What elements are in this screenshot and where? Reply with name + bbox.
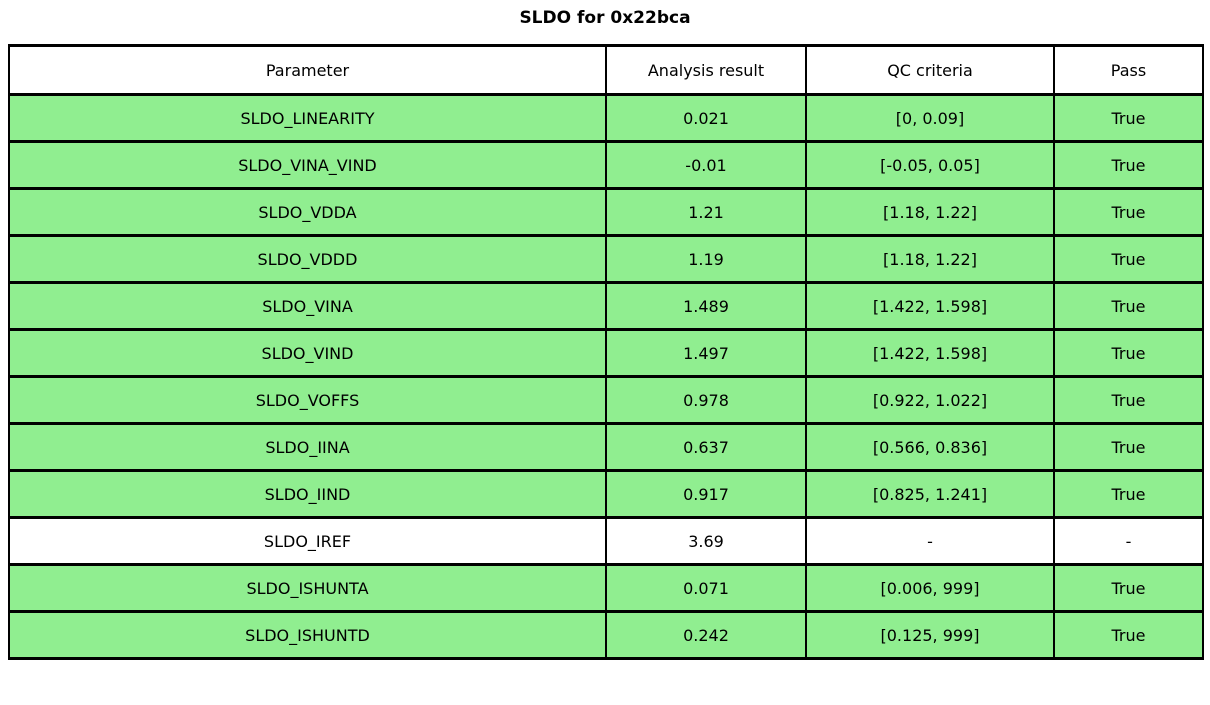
cell-pass: True <box>1053 234 1204 284</box>
cell-pass: True <box>1053 563 1204 613</box>
cell-pass: True <box>1053 187 1204 237</box>
cell-parameter: SLDO_VINA <box>8 281 607 331</box>
cell-parameter: SLDO_VDDD <box>8 234 607 284</box>
col-header-parameter: Parameter <box>8 44 607 96</box>
cell-analysis-result: 1.497 <box>605 328 807 378</box>
cell-parameter: SLDO_IREF <box>8 516 607 566</box>
cell-pass: True <box>1053 375 1204 425</box>
cell-pass: - <box>1053 516 1204 566</box>
cell-pass: True <box>1053 93 1204 143</box>
table-row: SLDO_IREF 3.69 - - <box>8 516 1204 566</box>
cell-qc-criteria: [0, 0.09] <box>805 93 1055 143</box>
cell-qc-criteria: [1.18, 1.22] <box>805 234 1055 284</box>
table-row: SLDO_IINA 0.637 [0.566, 0.836] True <box>8 422 1204 472</box>
table-row: SLDO_ISHUNTA 0.071 [0.006, 999] True <box>8 563 1204 613</box>
col-header-analysis-result: Analysis result <box>605 44 807 96</box>
cell-analysis-result: 0.978 <box>605 375 807 425</box>
cell-pass: True <box>1053 281 1204 331</box>
cell-analysis-result: 0.071 <box>605 563 807 613</box>
cell-parameter: SLDO_ISHUNTD <box>8 610 607 660</box>
cell-qc-criteria: [0.006, 999] <box>805 563 1055 613</box>
cell-parameter: SLDO_IINA <box>8 422 607 472</box>
cell-analysis-result: -0.01 <box>605 140 807 190</box>
figure-title: SLDO for 0x22bca <box>519 8 691 28</box>
cell-parameter: SLDO_LINEARITY <box>8 93 607 143</box>
cell-pass: True <box>1053 328 1204 378</box>
cell-analysis-result: 0.242 <box>605 610 807 660</box>
cell-pass: True <box>1053 610 1204 660</box>
cell-qc-criteria: - <box>805 516 1055 566</box>
table-row: SLDO_VIND 1.497 [1.422, 1.598] True <box>8 328 1204 378</box>
cell-analysis-result: 1.19 <box>605 234 807 284</box>
cell-qc-criteria: [-0.05, 0.05] <box>805 140 1055 190</box>
cell-qc-criteria: [0.125, 999] <box>805 610 1055 660</box>
table-row: SLDO_VOFFS 0.978 [0.922, 1.022] True <box>8 375 1204 425</box>
cell-parameter: SLDO_VIND <box>8 328 607 378</box>
cell-analysis-result: 0.021 <box>605 93 807 143</box>
table-row: SLDO_LINEARITY 0.021 [0, 0.09] True <box>8 93 1204 143</box>
cell-parameter: SLDO_VDDA <box>8 187 607 237</box>
cell-parameter: SLDO_VINA_VIND <box>8 140 607 190</box>
cell-analysis-result: 1.21 <box>605 187 807 237</box>
cell-analysis-result: 0.917 <box>605 469 807 519</box>
cell-parameter: SLDO_ISHUNTA <box>8 563 607 613</box>
table-row: SLDO_VINA_VIND -0.01 [-0.05, 0.05] True <box>8 140 1204 190</box>
cell-analysis-result: 3.69 <box>605 516 807 566</box>
table-row: SLDO_VDDA 1.21 [1.18, 1.22] True <box>8 187 1204 237</box>
header-row: Parameter Analysis result QC criteria Pa… <box>8 44 1204 96</box>
cell-qc-criteria: [0.566, 0.836] <box>805 422 1055 472</box>
cell-qc-criteria: [0.922, 1.022] <box>805 375 1055 425</box>
cell-parameter: SLDO_IIND <box>8 469 607 519</box>
cell-pass: True <box>1053 422 1204 472</box>
cell-qc-criteria: [1.18, 1.22] <box>805 187 1055 237</box>
cell-analysis-result: 1.489 <box>605 281 807 331</box>
cell-analysis-result: 0.637 <box>605 422 807 472</box>
cell-qc-criteria: [1.422, 1.598] <box>805 281 1055 331</box>
cell-parameter: SLDO_VOFFS <box>8 375 607 425</box>
cell-qc-criteria: [0.825, 1.241] <box>805 469 1055 519</box>
cell-qc-criteria: [1.422, 1.598] <box>805 328 1055 378</box>
col-header-pass: Pass <box>1053 44 1204 96</box>
table-row: SLDO_IIND 0.917 [0.825, 1.241] True <box>8 469 1204 519</box>
table-row: SLDO_VINA 1.489 [1.422, 1.598] True <box>8 281 1204 331</box>
cell-pass: True <box>1053 140 1204 190</box>
qc-results-table: Parameter Analysis result QC criteria Pa… <box>8 44 1204 660</box>
cell-pass: True <box>1053 469 1204 519</box>
col-header-qc-criteria: QC criteria <box>805 44 1055 96</box>
table-row: SLDO_VDDD 1.19 [1.18, 1.22] True <box>8 234 1204 284</box>
table-row: SLDO_ISHUNTD 0.242 [0.125, 999] True <box>8 610 1204 660</box>
